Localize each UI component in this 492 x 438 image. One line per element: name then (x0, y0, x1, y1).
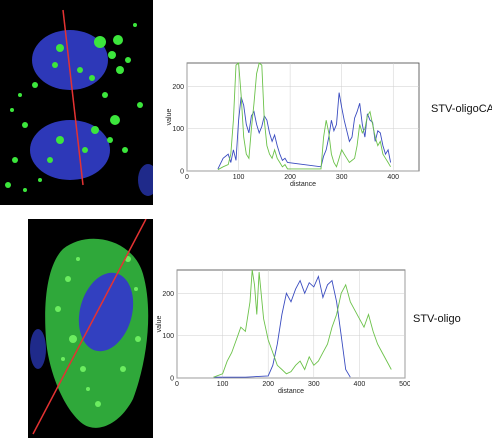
signal-spots (5, 23, 143, 192)
nucleus-edge (30, 329, 46, 369)
micrograph-image (28, 219, 153, 438)
y-tick-label: 100 (162, 333, 174, 340)
x-tick-label: 100 (217, 381, 229, 388)
profile-plot-stv-oligo: 0 100 200 300 400 500 0 100 200 distance value (151, 262, 411, 402)
x-tick-label: 400 (387, 174, 399, 181)
profile-plot-stv-oligocap: 0 100 200 300 400 0 100 200 distance value (161, 55, 423, 195)
panel-label: STV-oligo (413, 313, 461, 325)
x-tick-label: 500 (399, 381, 410, 388)
x-tick-label: 200 (262, 381, 274, 388)
x-tick-label: 400 (354, 381, 366, 388)
x-tick-label: 300 (308, 381, 320, 388)
micrograph-stv-oligocap (0, 0, 153, 205)
nucleus-edge (138, 164, 153, 196)
series-line-1 (217, 62, 391, 171)
panel-label: STV-oligoCAP (431, 103, 492, 115)
nucleus-lower (30, 120, 110, 180)
y-axis-label: value (166, 109, 173, 126)
x-tick-label: 300 (336, 174, 348, 181)
series-line-1 (213, 269, 392, 378)
y-tick-label: 0 (180, 169, 184, 176)
nucleus (78, 272, 134, 352)
x-tick-label: 200 (284, 174, 296, 181)
series-line-0 (213, 274, 351, 378)
x-axis-label: distance (278, 388, 304, 395)
nucleus-upper (32, 30, 108, 90)
y-tick-label: 0 (170, 376, 174, 383)
signal-speckles (55, 256, 141, 407)
profile-line (62, 9, 84, 186)
y-axis-label: value (156, 316, 163, 333)
x-tick-label: 0 (185, 174, 189, 181)
plot-area (186, 62, 420, 172)
line-chart: 0 100 200 300 400 500 0 100 200 distance value (156, 269, 411, 395)
x-tick-label: 100 (233, 174, 245, 181)
x-tick-label: 0 (175, 381, 179, 388)
y-tick-label: 100 (172, 126, 184, 133)
micrograph-image (0, 0, 153, 205)
profile-line (32, 219, 147, 435)
micrograph-stv-oligo (28, 219, 153, 438)
x-axis-label: distance (290, 181, 316, 188)
y-tick-label: 200 (172, 84, 184, 91)
y-tick-label: 200 (162, 291, 174, 298)
